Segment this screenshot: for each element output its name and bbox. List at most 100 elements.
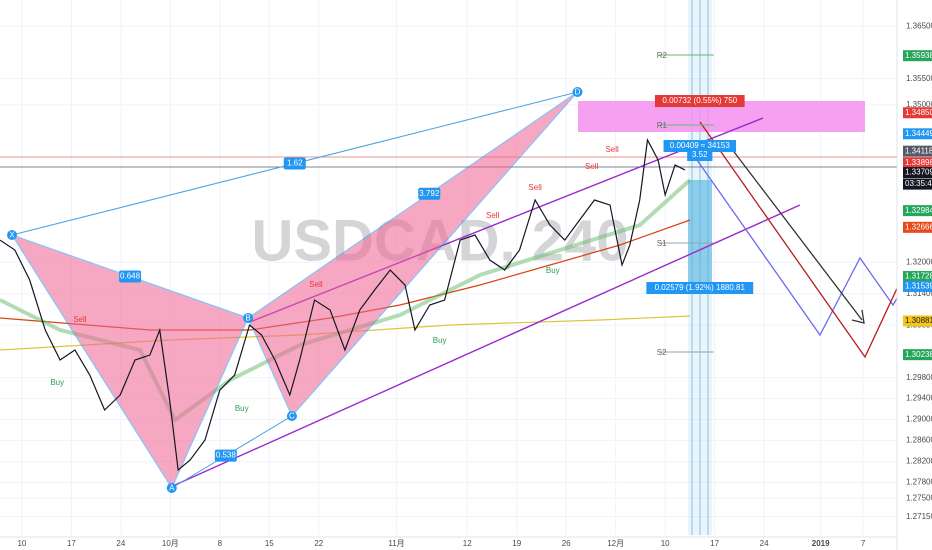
x-tick-label: 15 [265,539,274,548]
x-tick-label: 17 [67,539,76,548]
y-tick-label: 1.27800 [906,478,932,487]
x-tick-label: 10 [661,539,670,548]
pattern-point [7,230,18,241]
y-tick-label: 1.32000 [906,257,932,266]
pattern-point-label: A [169,484,175,493]
y-tick-label: 1.29800 [906,373,932,382]
x-tick-label: 2019 [812,539,830,548]
x-tick-label: 7 [861,539,866,548]
measure-label-box [663,140,737,153]
x-tick-label: 26 [562,539,571,548]
x-tick-label: 8 [218,539,223,548]
measure-label: 3.52 [692,150,708,159]
price-tag [903,221,932,233]
y-tick-label: 1.27150 [906,512,932,521]
ratio-box [214,449,237,462]
price-tag-label: 1.31539 [905,282,932,291]
measure-label: 0.00409 ≈ 34153 [670,141,731,150]
pattern-point-label: D [575,88,581,97]
channel-line [174,204,801,486]
signal-label: Buy [546,266,560,275]
x-tick-label: 11月 [388,539,404,548]
pivot-label: R2 [657,51,668,60]
pattern-wing [247,91,578,418]
price-tag [903,280,932,292]
countdown: 03:35:42 [905,179,932,188]
price-tag-label: 1.34118 [905,146,932,155]
ratio-box [119,270,142,283]
measure-label-box [687,148,713,161]
x-tick-label: 24 [760,539,769,548]
price-tag-label: 1.33898 [905,158,932,167]
y-tick-label: 1.27500 [906,493,932,502]
signal-label: Buy [50,378,64,387]
price-tag-label: 1.30881 [905,316,932,325]
price-tag-label: 1.32984 [905,206,932,215]
measure-box [688,180,712,290]
price-tag [903,167,932,179]
signal-label: Sell [73,315,87,324]
axes: 1.36500 1.35500 1.35000 1.32000 1.31400 1.308… [17,21,932,548]
price-tag [903,349,932,361]
pattern-point-label: B [245,314,250,323]
price-tag-label: 1.31728 [905,272,932,281]
pivot-label: S2 [657,348,667,357]
x-tick-label: 17 [710,539,719,548]
x-tick-label: 12月 [607,539,624,548]
x-tick-label: 22 [314,539,323,548]
y-tick-label: 1.36500 [906,21,932,30]
pattern-point-label: X [9,231,15,240]
projection-arrow [724,139,863,321]
price-tag [903,315,932,327]
pattern-point [166,483,177,494]
price-tag [903,128,932,140]
signal-label: Sell [585,162,599,171]
y-tick-label: 1.29400 [906,394,932,403]
ratio-box [283,157,306,170]
price-tag [903,107,932,119]
x-tick-label: 19 [512,539,521,548]
price-tag [903,145,932,157]
ratio-label: 1.62 [287,159,303,168]
x-tick-label: 12 [463,539,472,548]
price-tag [903,205,932,217]
pivot-label: S1 [657,239,667,248]
ratio-label: 0.648 [120,272,141,281]
pattern-point [572,86,583,97]
price-line [0,138,686,472]
y-tick-label: 1.28600 [906,436,932,445]
signal-label: Sell [309,280,323,289]
countdown-box [903,178,932,190]
pivot-label: R1 [657,121,668,130]
signal-label: Sell [528,183,542,192]
price-tag-label: 1.34850 [905,108,932,117]
y-tick-label: 1.35000 [906,100,932,109]
price-tag-label: 1.34449 [905,129,932,138]
y-tick-label: 1.29000 [906,415,932,424]
signal-label: Buy [433,336,447,345]
x-tick-label: 10 [17,539,26,548]
price-tag-label: 1.33709 [905,168,932,177]
y-tick-label: 1.31400 [906,289,932,298]
y-tick-label: 1.35500 [906,74,932,83]
x-tick-label: 10月 [162,539,179,548]
measure-label: 0.02579 (1.92%) 1880.81 [655,283,746,292]
signal-label: Buy [235,404,249,413]
pattern-point-label: C [289,412,295,421]
ratio-box [418,187,441,200]
measure-label: 0.00732 (0.55%) 750 [662,96,737,105]
measure-label-box [646,282,754,295]
price-tag [903,50,932,62]
ratio-label: 3.792 [419,189,440,198]
measure-label-box [654,95,745,108]
y-tick-label: 1.28200 [906,457,932,466]
x-tick-label: 24 [116,539,125,548]
price-tag-label: 1.32666 [905,222,932,231]
plot-layer: 0.648 1.62 3.792 0.538 X A B C D R2 R1 S1 S2 Sell Sell… [0,51,754,494]
signal-label: Sell [605,145,619,154]
price-tag-label: 1.35938 [905,51,932,60]
ratio-label: 0.538 [216,451,237,460]
signal-label: Sell [486,211,500,220]
